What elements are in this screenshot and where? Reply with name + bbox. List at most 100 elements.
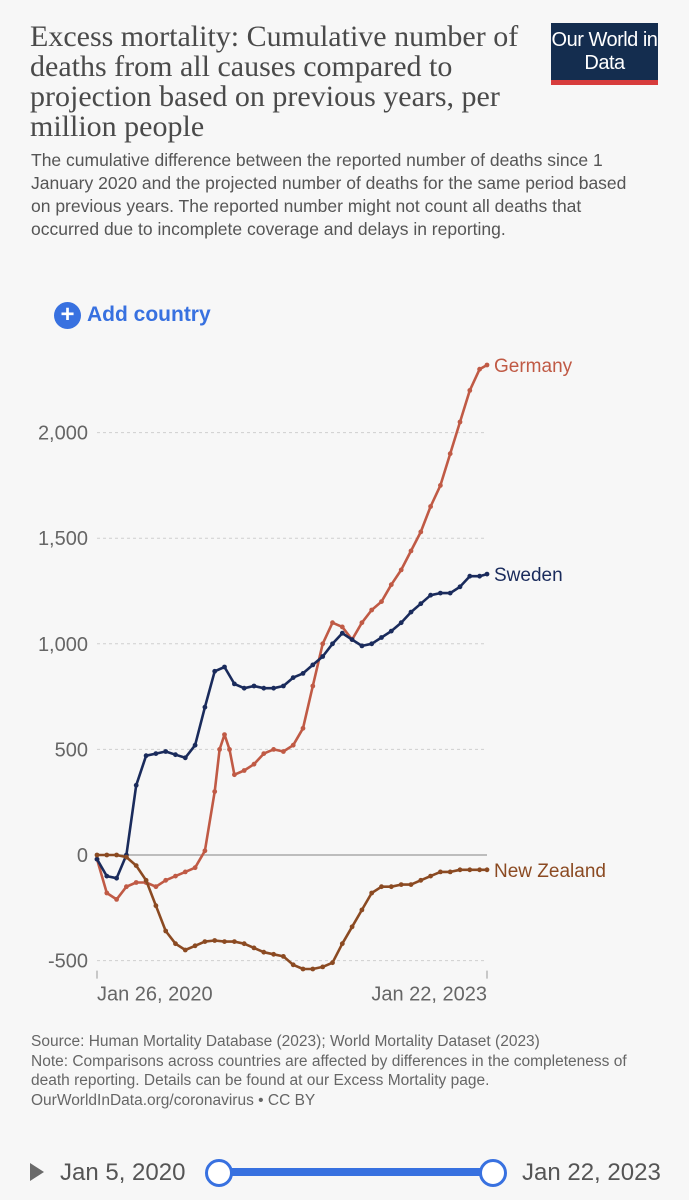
- data-point-new-zealand: [281, 954, 286, 959]
- data-point-sweden: [153, 751, 159, 756]
- timeline-end-label: Jan 22, 2023: [522, 1159, 661, 1186]
- data-point-new-zealand: [320, 964, 326, 970]
- data-point-germany: [271, 747, 276, 752]
- data-point-new-zealand: [300, 966, 306, 972]
- data-point-new-zealand: [447, 869, 453, 875]
- data-point-germany: [173, 873, 178, 879]
- timeline-start-handle[interactable]: [205, 1159, 233, 1187]
- data-point-sweden: [330, 641, 335, 647]
- data-point-sweden: [261, 685, 267, 691]
- data-point-sweden: [251, 683, 257, 689]
- series-label-sweden: Sweden: [494, 565, 563, 586]
- x-tick-label-start: Jan 26, 2020: [97, 984, 213, 1006]
- data-point-sweden: [202, 704, 208, 710]
- url-license-link[interactable]: OurWorldInData.org/coronavirus • CC BY: [31, 1091, 316, 1109]
- y-tick-label: 0: [77, 845, 88, 867]
- data-point-new-zealand: [379, 884, 384, 890]
- data-point-new-zealand: [222, 939, 227, 944]
- data-point-new-zealand: [94, 852, 100, 858]
- data-point-germany: [457, 419, 463, 425]
- data-point-sweden: [212, 668, 218, 674]
- data-point-germany: [241, 768, 247, 773]
- data-point-new-zealand: [369, 890, 375, 896]
- data-point-new-zealand: [143, 877, 149, 883]
- data-point-sweden: [241, 685, 247, 691]
- data-point-sweden: [182, 755, 188, 761]
- data-point-sweden: [339, 630, 345, 636]
- data-point-sweden: [349, 637, 355, 642]
- data-point-new-zealand: [339, 941, 345, 947]
- data-point-new-zealand: [241, 941, 247, 947]
- data-point-sweden: [428, 592, 433, 598]
- chart-subtitle: The cumulative difference between the re…: [31, 150, 627, 239]
- data-point-sweden: [104, 873, 110, 879]
- data-point-new-zealand: [408, 882, 414, 887]
- chart-title: Excess mortality: Cumulative number of d…: [30, 20, 519, 143]
- data-point-germany: [232, 772, 237, 778]
- add-country-label: Add country: [87, 303, 211, 326]
- data-point-new-zealand: [330, 960, 335, 966]
- series-line-sweden: [95, 572, 488, 880]
- y-tick-label: 2,000: [38, 423, 88, 445]
- data-point-new-zealand: [310, 966, 316, 972]
- axis-layer: -500 0 500 1,000 1,500 2,000 Jan 26, 2020 Jan 2…: [38, 423, 488, 1006]
- timeline-end-handle[interactable]: [479, 1159, 507, 1187]
- data-point-sweden: [114, 875, 119, 881]
- y-tick-label: 1,500: [38, 528, 88, 550]
- line-chart: -500 0 500 1,000 1,500 2,000 Jan 26, 2020 Jan 2…: [38, 356, 606, 1006]
- data-point-germany: [290, 742, 296, 748]
- data-point-sweden: [163, 749, 169, 754]
- data-point-sweden: [359, 643, 365, 649]
- data-point-new-zealand: [349, 924, 355, 930]
- data-point-sweden: [300, 671, 306, 676]
- data-point-germany: [484, 362, 490, 368]
- data-point-new-zealand: [232, 939, 237, 944]
- data-point-sweden: [418, 601, 424, 607]
- data-point-new-zealand: [251, 945, 257, 951]
- note-text: Note: Comparisons across countries are a…: [31, 1052, 627, 1090]
- data-point-new-zealand: [271, 951, 276, 957]
- data-point-sweden: [173, 752, 178, 758]
- data-point-germany: [447, 451, 453, 457]
- add-country-button[interactable]: + Add country: [54, 300, 211, 330]
- timeline-track[interactable]: [218, 1168, 492, 1176]
- data-point-new-zealand: [114, 852, 119, 858]
- data-point-new-zealand: [484, 867, 490, 873]
- data-point-sweden: [310, 662, 316, 668]
- data-point-sweden: [438, 590, 443, 596]
- data-point-germany: [428, 504, 433, 509]
- data-point-germany: [153, 884, 159, 890]
- grid-layer: [97, 432, 487, 962]
- data-point-germany: [339, 624, 345, 630]
- data-point-germany: [359, 620, 365, 626]
- data-point-germany: [418, 529, 424, 535]
- data-point-germany: [320, 641, 326, 647]
- data-point-germany: [408, 548, 414, 554]
- data-point-germany: [202, 848, 208, 854]
- play-icon[interactable]: [30, 1163, 44, 1181]
- data-point-new-zealand: [261, 949, 267, 955]
- logo-text: Our World in Data: [551, 29, 658, 74]
- data-point-sweden: [94, 856, 100, 862]
- data-point-new-zealand: [212, 938, 218, 943]
- owid-logo[interactable]: Our World in Data: [551, 23, 658, 85]
- data-point-sweden: [467, 573, 473, 579]
- data-point-sweden: [222, 664, 227, 670]
- data-point-germany: [477, 366, 482, 372]
- label-layer: Germany Sweden New Zealand: [494, 356, 606, 882]
- x-tick-label-end: Jan 22, 2023: [371, 984, 487, 1006]
- source-text: Source: Human Mortality Database (2023);…: [31, 1033, 540, 1050]
- data-point-new-zealand: [202, 939, 208, 944]
- data-point-new-zealand: [477, 867, 482, 873]
- data-point-germany: [124, 884, 129, 890]
- data-point-germany: [182, 869, 188, 875]
- data-point-sweden: [271, 685, 276, 691]
- data-point-germany: [281, 749, 286, 754]
- data-point-germany: [438, 483, 443, 488]
- data-point-new-zealand: [359, 907, 365, 913]
- y-tick-label: 1,000: [38, 634, 88, 656]
- data-point-germany: [217, 747, 223, 752]
- data-point-germany: [251, 761, 257, 767]
- data-point-germany: [369, 607, 375, 613]
- data-point-germany: [388, 582, 394, 588]
